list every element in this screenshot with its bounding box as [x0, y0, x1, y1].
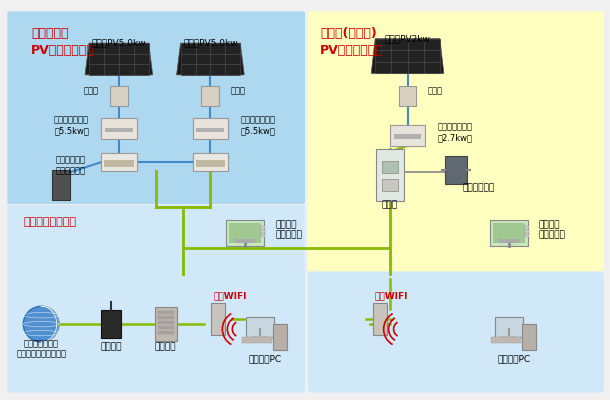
- Bar: [242, 337, 272, 343]
- Bar: [376, 149, 404, 201]
- Text: 売電用パワコン
（5.5kw）: 売電用パワコン （5.5kw）: [54, 116, 89, 135]
- Bar: [525, 230, 529, 233]
- Bar: [253, 336, 268, 339]
- Text: 売電用パワコン
（5.5kw）: 売電用パワコン （5.5kw）: [240, 116, 275, 135]
- FancyBboxPatch shape: [308, 11, 604, 272]
- Text: 店舗WIFI: 店舗WIFI: [214, 292, 247, 301]
- Text: ルーター: ルーター: [100, 342, 121, 352]
- Bar: [101, 118, 137, 140]
- Bar: [181, 43, 240, 75]
- Text: 店舗用PV2kw: 店舗用PV2kw: [384, 35, 431, 44]
- Bar: [501, 336, 517, 339]
- Text: 接続箱: 接続箱: [428, 86, 442, 95]
- Bar: [445, 156, 467, 184]
- Bar: [110, 86, 128, 106]
- Bar: [273, 324, 287, 350]
- Bar: [212, 303, 225, 335]
- Text: 売電用PV5.0kw: 売電用PV5.0kw: [92, 38, 146, 48]
- Text: サーバー: サーバー: [155, 342, 176, 352]
- Bar: [201, 86, 220, 106]
- Text: 店舗用(創エネ)
PV発電システム: 店舗用(創エネ) PV発電システム: [320, 27, 384, 57]
- Text: ローカルPC: ローカルPC: [249, 354, 282, 363]
- Text: 全量買取用
PV発電システム: 全量買取用 PV発電システム: [31, 27, 95, 57]
- Bar: [525, 226, 529, 229]
- Text: モニター
（店舗用）: モニター （店舗用）: [275, 220, 302, 240]
- Text: 遠隔用パワコン
（2.7kw）: 遠隔用パワコン （2.7kw）: [437, 123, 472, 142]
- Bar: [390, 124, 425, 146]
- Bar: [491, 337, 521, 343]
- FancyBboxPatch shape: [7, 205, 305, 393]
- Bar: [157, 321, 174, 324]
- Bar: [157, 326, 174, 329]
- Text: 売電メーター
（全量買取）: 売電メーター （全量買取）: [56, 156, 86, 175]
- Bar: [157, 316, 174, 319]
- Bar: [261, 234, 265, 237]
- Bar: [495, 317, 523, 337]
- Bar: [101, 310, 121, 338]
- Polygon shape: [176, 43, 244, 75]
- Circle shape: [23, 306, 59, 342]
- Bar: [398, 86, 417, 106]
- Text: ローカルPC: ローカルPC: [498, 354, 531, 363]
- Polygon shape: [371, 39, 444, 73]
- Bar: [235, 239, 255, 243]
- Text: インターネット
（データセンターへ）: インターネット （データセンターへ）: [16, 339, 66, 359]
- Bar: [105, 128, 133, 132]
- Text: 店舗WIFI: 店舗WIFI: [375, 292, 408, 301]
- Bar: [89, 43, 149, 75]
- Text: 接続箱: 接続箱: [84, 86, 99, 95]
- Bar: [193, 153, 228, 171]
- Bar: [382, 179, 398, 191]
- Bar: [52, 170, 70, 200]
- Bar: [229, 223, 261, 243]
- Bar: [261, 226, 265, 229]
- Bar: [375, 39, 440, 73]
- Text: 電力メーター: 電力メーター: [462, 184, 495, 192]
- Bar: [373, 303, 387, 335]
- Bar: [493, 223, 525, 243]
- Bar: [101, 153, 137, 171]
- Bar: [157, 331, 174, 334]
- FancyBboxPatch shape: [308, 272, 604, 393]
- Bar: [499, 239, 519, 243]
- Bar: [246, 317, 274, 337]
- Bar: [226, 220, 264, 246]
- Bar: [195, 160, 225, 167]
- Bar: [525, 234, 529, 237]
- Bar: [522, 324, 536, 350]
- Bar: [193, 118, 228, 140]
- Text: 分電盤: 分電盤: [381, 200, 398, 210]
- Text: 遠隔監視システム: 遠隔監視システム: [23, 217, 76, 227]
- Bar: [157, 311, 174, 314]
- Bar: [382, 161, 398, 173]
- Bar: [261, 230, 265, 233]
- Bar: [196, 128, 224, 132]
- Bar: [104, 160, 134, 167]
- Bar: [155, 307, 176, 341]
- Text: 接続箱: 接続箱: [231, 86, 245, 95]
- Text: モニター
（売電用）: モニター （売電用）: [539, 220, 566, 240]
- Polygon shape: [85, 43, 152, 75]
- FancyBboxPatch shape: [7, 11, 305, 204]
- Bar: [393, 134, 422, 140]
- Bar: [490, 220, 528, 246]
- Text: 売電用PV5.0kw: 売電用PV5.0kw: [183, 38, 238, 48]
